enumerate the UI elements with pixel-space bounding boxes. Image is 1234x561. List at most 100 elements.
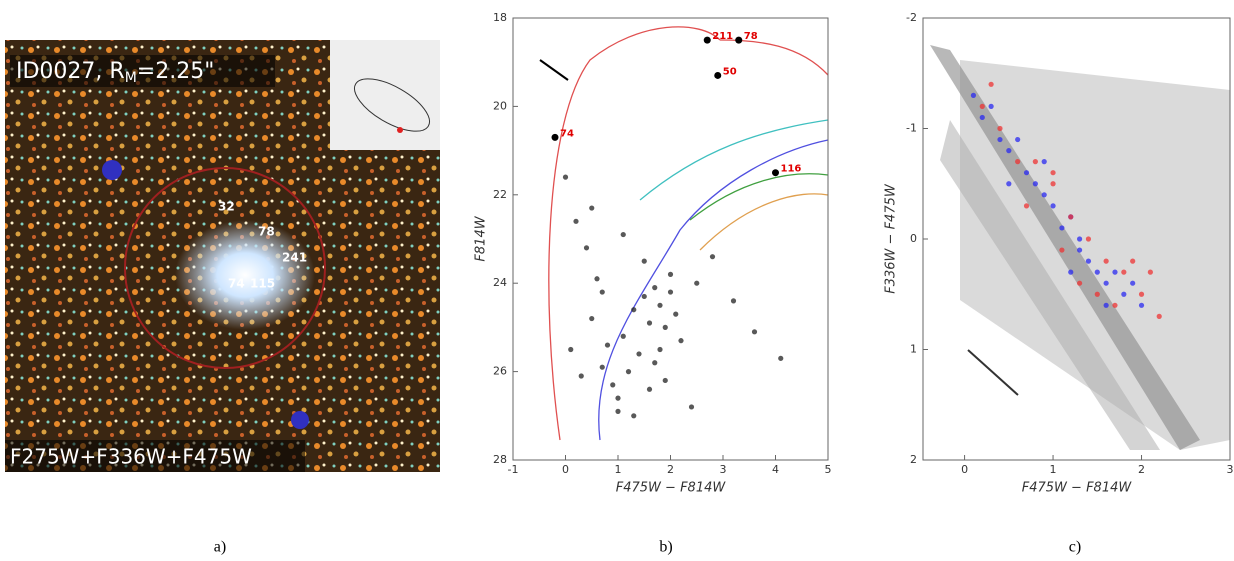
- blob: [102, 160, 122, 180]
- point: [1147, 269, 1153, 275]
- point: [1032, 159, 1038, 165]
- point: [646, 320, 653, 326]
- point: [604, 342, 611, 348]
- x-tick-label: 1: [1050, 463, 1057, 476]
- point: [988, 81, 994, 87]
- point: [1094, 291, 1100, 297]
- point: [1076, 236, 1083, 242]
- point: [1076, 280, 1083, 286]
- aperture: [124, 167, 326, 369]
- point: [1103, 258, 1109, 264]
- point: [1130, 258, 1136, 264]
- point: [979, 103, 985, 109]
- star-label: 74: [228, 277, 245, 291]
- x-tick-label: 2: [667, 463, 674, 476]
- caption: c): [1069, 539, 1081, 556]
- id-text: ID0027, R: [16, 59, 125, 84]
- point: [1006, 148, 1012, 154]
- point: [778, 355, 784, 361]
- x-tick-label: 3: [720, 463, 727, 476]
- x-tick-label: 0: [562, 463, 569, 476]
- labeled-point: [772, 169, 779, 177]
- x-tick-label: 5: [825, 463, 832, 476]
- filter-bg: [5, 440, 305, 472]
- labeled-point: [735, 36, 743, 44]
- point: [1006, 181, 1012, 187]
- point-label: 74: [560, 128, 574, 139]
- point: [1156, 313, 1162, 319]
- panel-a: ID0027, RM=2.25" F275W+F336W+F475W 32 78…: [5, 40, 440, 556]
- point: [1015, 159, 1021, 165]
- id-tail: =2.25": [137, 59, 215, 84]
- y-tick-label: 2: [910, 453, 917, 466]
- point: [997, 136, 1003, 143]
- point: [1059, 247, 1065, 253]
- y-axis-label: F336W − F475W: [884, 183, 899, 294]
- point: [578, 373, 584, 379]
- caption: b): [659, 539, 672, 556]
- x-axis-label: F475W − F814W: [616, 481, 727, 496]
- labeled-point: [714, 71, 722, 79]
- point: [673, 311, 679, 317]
- point-label: 211: [712, 31, 733, 42]
- point: [1076, 247, 1083, 253]
- point: [589, 205, 595, 211]
- point: [1138, 291, 1145, 297]
- star-label: 78: [258, 225, 275, 239]
- point-label: 50: [723, 66, 737, 77]
- point: [1023, 203, 1030, 209]
- point: [662, 377, 668, 384]
- point: [1041, 192, 1047, 198]
- point: [657, 302, 663, 308]
- point: [1041, 159, 1047, 165]
- point-label: 116: [781, 164, 802, 175]
- y-tick-label: -2: [906, 11, 917, 24]
- point: [1050, 170, 1056, 176]
- point: [620, 231, 626, 238]
- labeled-point: [551, 133, 559, 141]
- blob: [291, 411, 309, 429]
- point: [678, 338, 684, 344]
- y-tick-label: 28: [493, 453, 507, 466]
- point: [1121, 269, 1127, 275]
- filter-label: F275W+F336W+F475W: [10, 445, 252, 469]
- point: [1015, 136, 1021, 143]
- point: [1068, 269, 1074, 275]
- star-label: 115: [250, 277, 275, 291]
- point: [1138, 302, 1145, 308]
- point: [594, 276, 600, 282]
- point-label: 78: [744, 31, 758, 42]
- point: [709, 254, 716, 260]
- point: [1112, 269, 1118, 275]
- label-bg: [10, 55, 275, 87]
- x-tick-label: -1: [508, 463, 519, 476]
- point: [694, 280, 700, 286]
- point: [625, 369, 632, 375]
- x-tick-label: 3: [1227, 463, 1234, 476]
- point: [667, 289, 674, 295]
- point: [1094, 269, 1100, 275]
- point: [620, 333, 626, 339]
- point: [1112, 302, 1118, 308]
- point: [1050, 203, 1056, 209]
- point: [1068, 214, 1074, 220]
- point: [1023, 170, 1030, 176]
- star-label: 32: [218, 200, 235, 214]
- point: [615, 408, 621, 414]
- point: [652, 285, 658, 291]
- x-axis-label: F475W − F814W: [1022, 481, 1133, 496]
- point: [641, 258, 647, 264]
- point: [1050, 181, 1056, 187]
- x-tick-label: 1: [615, 463, 622, 476]
- cluster-glow: [175, 220, 315, 330]
- point: [970, 92, 977, 98]
- point: [988, 103, 994, 109]
- model-cloud: [930, 45, 1230, 450]
- point: [1085, 258, 1092, 264]
- point: [631, 307, 637, 313]
- y-tick-label: 1: [910, 343, 917, 356]
- y-tick-label: 18: [493, 11, 507, 24]
- point: [1103, 302, 1109, 308]
- id-sub: M: [125, 70, 137, 86]
